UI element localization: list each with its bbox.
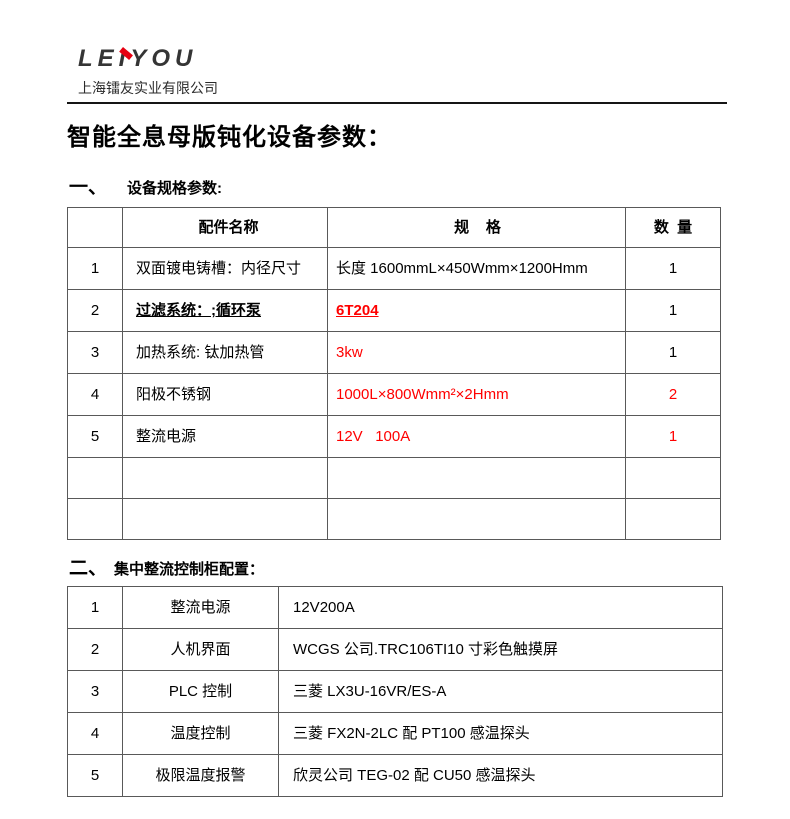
page-title: 智能全息母版钝化设备参数： [67,124,392,151]
cell-name: 极限温度报警 [122,754,279,797]
cell-no: 5 [67,754,123,797]
table-row: 5 极限温度报警 欣灵公司 TEG-02 配 CU50 感温探头 [67,754,723,797]
letterhead-divider [67,102,727,104]
section2-marker: 二、 [69,558,108,579]
cell-name: 人机界面 [122,628,279,671]
cell-spec: 1000L×800Wmm²×2Hmm [327,373,626,416]
section2-heading: 二、 集中整流控制柜配置： [69,553,727,580]
cell-qty: 1 [625,247,721,290]
cell-no: 3 [67,331,123,374]
cell-value: 三菱 FX2N-2LC 配 PT100 感温探头 [278,712,723,755]
cell-qty: 1 [625,415,721,458]
cell-name: PLC 控制 [122,670,279,713]
cell-no [67,498,123,540]
cell-no: 4 [67,373,123,416]
cell-name: 阳极不锈钢 [122,373,328,416]
header-cell-spec: 规 格 [327,207,626,248]
cell-spec [327,457,626,499]
cell-spec: 12V 100A [327,415,626,458]
table-row: 5 整流电源 12V 100A 1 [67,415,721,458]
cell-value: 欣灵公司 TEG-02 配 CU50 感温探头 [278,754,723,797]
company-logo: LEI YOU [78,46,197,72]
cell-no: 1 [67,247,123,290]
table-header-row: 配件名称 规 格 数 量 [67,207,721,248]
cell-name: 整流电源 [122,586,279,629]
table-row: 2 人机界面 WCGS 公司.TRC106TI10 寸彩色触摸屏 [67,628,723,671]
table-row: 1 整流电源 12V200A [67,586,723,629]
logo-text-lei: LEI [78,45,131,72]
header-cell-no [67,207,123,248]
table-row-empty [67,457,721,499]
header-cell-qty: 数 量 [625,207,721,248]
cell-no: 2 [67,628,123,671]
cell-qty [625,457,721,499]
cell-no: 3 [67,670,123,713]
spec-table: 配件名称 规 格 数 量 1 双面镀电铸槽：内径尺寸 长度 1600mmL×45… [67,207,721,540]
table-row: 4 阳极不锈钢 1000L×800Wmm²×2Hmm 2 [67,373,721,416]
cell-no: 4 [67,712,123,755]
table-row: 4 温度控制 三菱 FX2N-2LC 配 PT100 感温探头 [67,712,723,755]
cell-name [122,498,328,540]
table-row: 3 PLC 控制 三菱 LX3U-16VR/ES-A [67,670,723,713]
table-row: 2 过滤系统：;循环泵 6T204 1 [67,289,721,332]
section2-title: 集中整流控制柜配置： [114,561,265,578]
cell-spec: 6T204 [327,289,626,332]
control-cabinet-table: 1 整流电源 12V200A 2 人机界面 WCGS 公司.TRC106TI10… [67,586,723,797]
cell-name: 过滤系统：;循环泵 [122,289,328,332]
header-cell-name: 配件名称 [122,207,328,248]
logo-text-y: Y [130,45,152,72]
cell-name [122,457,328,499]
cell-name: 加热系统: 钛加热管 [122,331,328,374]
cell-name: 温度控制 [122,712,279,755]
logo-text-ou: OU [151,45,198,72]
cell-qty [625,498,721,540]
cell-spec: 3kw [327,331,626,374]
cell-name: 整流电源 [122,415,328,458]
cell-qty: 2 [625,373,721,416]
cell-value: 12V200A [278,586,723,629]
cell-qty: 1 [625,289,721,332]
cell-value: 三菱 LX3U-16VR/ES-A [278,670,723,713]
table-row: 1 双面镀电铸槽：内径尺寸 长度 1600mmL×450Wmm×1200Hmm … [67,247,721,290]
section1-title: 设备规格参数: [127,180,223,197]
company-name: 上海镭友实业有限公司 [78,80,218,96]
cell-no: 2 [67,289,123,332]
cell-value: WCGS 公司.TRC106TI10 寸彩色触摸屏 [278,628,723,671]
table-row: 3 加热系统: 钛加热管 3kw 1 [67,331,721,374]
cell-no: 1 [67,586,123,629]
section1-heading: 一、 设备规格参数: [69,172,727,199]
cell-no: 5 [67,415,123,458]
cell-no [67,457,123,499]
cell-qty: 1 [625,331,721,374]
cell-name: 双面镀电铸槽：内径尺寸 [122,247,328,290]
table-row-empty [67,498,721,540]
section1-marker: 一、 [69,177,108,198]
cell-spec [327,498,626,540]
cell-spec: 长度 1600mmL×450Wmm×1200Hmm [327,247,626,290]
